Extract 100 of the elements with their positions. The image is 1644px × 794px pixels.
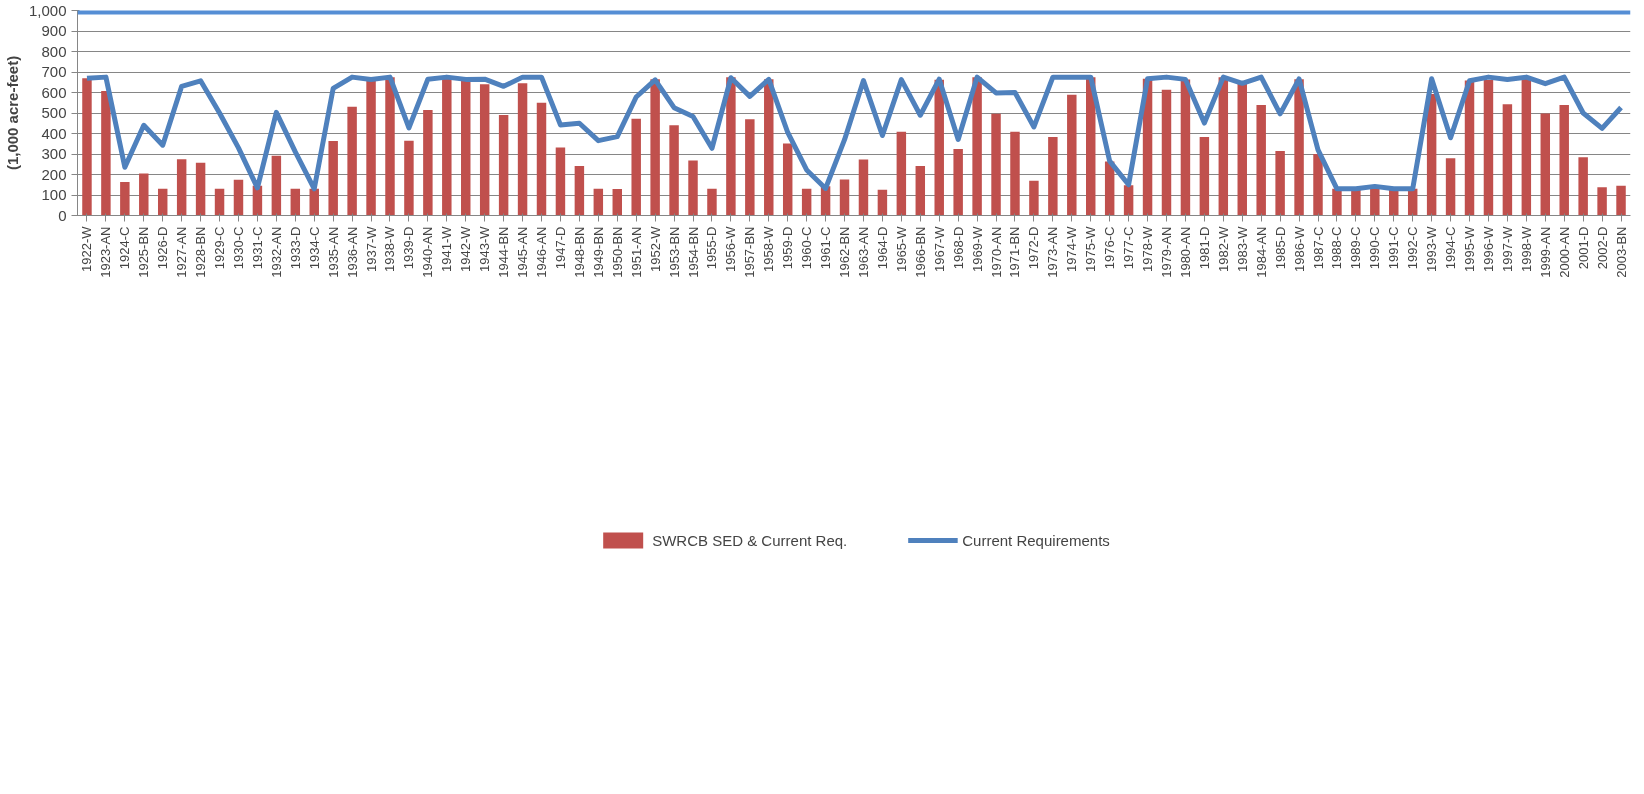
x-tick-label: 1963-AN — [855, 226, 871, 278]
x-tick-label: 1930-C — [230, 226, 246, 270]
x-tick-label: 1944-BN — [496, 226, 512, 278]
bar — [972, 77, 982, 216]
bar — [707, 188, 717, 216]
x-tick-label: 1948-BN — [571, 226, 587, 278]
bar — [120, 182, 130, 216]
bar — [423, 109, 433, 216]
legend-label: SWRCB SED & Current Req. — [652, 531, 848, 549]
x-tick-label: 1991-C — [1386, 226, 1402, 270]
x-tick-label: 1937-W — [363, 225, 379, 273]
x-tick-label: 1954-BN — [685, 226, 701, 278]
x-tick-label: 1959-D — [780, 226, 796, 270]
x-tick-label: 1971-BN — [1007, 226, 1023, 278]
y-tick-label: 500 — [41, 104, 67, 121]
x-tick-label: 1969-W — [969, 225, 985, 273]
bar — [1351, 188, 1361, 216]
bar — [991, 113, 1001, 216]
x-tick-label: 1992-C — [1405, 226, 1421, 270]
x-tick-label: 1979-AN — [1158, 226, 1174, 278]
bar — [1370, 187, 1380, 216]
bar — [347, 106, 357, 216]
bar — [1029, 180, 1039, 216]
y-tick-label: 800 — [41, 42, 67, 60]
bar — [839, 179, 850, 216]
y-tick-label: 300 — [41, 145, 67, 162]
x-tick-label: 1986-W — [1291, 225, 1307, 273]
x-tick-label: 1958-W — [761, 225, 777, 273]
x-tick-label: 1984-AN — [1253, 226, 1269, 278]
bar — [896, 131, 907, 216]
bar — [1294, 79, 1304, 216]
x-tick-label: 2002-D — [1594, 226, 1610, 270]
x-tick-label: 1947-D — [552, 226, 568, 270]
y-tick-label: 200 — [41, 165, 67, 183]
x-tick-label: 1941-W — [439, 225, 455, 273]
x-tick-label: 1928-BN — [193, 226, 209, 278]
bar — [877, 189, 888, 216]
x-tick-label: 1943-W — [477, 225, 493, 273]
x-tick-label: 1931-C — [249, 226, 265, 270]
x-tick-label: 1949-BN — [590, 226, 606, 278]
bar — [82, 78, 92, 216]
x-tick-label: 1926-D — [155, 226, 171, 270]
bar — [726, 77, 736, 216]
x-tick-label: 1987-C — [1310, 226, 1326, 270]
bar — [669, 125, 679, 216]
bar — [1597, 187, 1607, 216]
bar — [934, 79, 944, 216]
bar — [328, 141, 338, 216]
bar — [1199, 136, 1210, 216]
y-tick-label: 100 — [41, 186, 67, 203]
bar — [631, 118, 641, 216]
bar — [574, 165, 585, 216]
x-tick-label: 1923-AN — [98, 226, 114, 278]
bar — [745, 119, 755, 216]
x-tick-label: 1990-C — [1367, 226, 1383, 270]
bar — [1010, 131, 1020, 216]
x-tick-label: 1978-W — [1140, 225, 1156, 273]
x-tick-label: 1974-W — [1064, 225, 1080, 273]
x-tick-label: 1964-D — [874, 226, 890, 270]
bar — [858, 159, 869, 216]
x-tick-label: 1952-W — [647, 225, 663, 273]
x-tick-label: 1972-D — [1026, 226, 1042, 270]
y-tick-label: 900 — [41, 22, 67, 39]
x-tick-label: 1933-D — [287, 226, 303, 270]
x-tick-label: 1934-C — [306, 226, 322, 270]
x-tick-label: 1998-W — [1518, 225, 1534, 273]
bar — [1067, 94, 1077, 216]
x-tick-label: 1995-W — [1462, 225, 1478, 273]
x-tick-label: 1932-AN — [268, 226, 284, 278]
x-tick-label: 1953-BN — [666, 226, 682, 278]
legend-label: Current Requirements — [962, 531, 1110, 549]
bar — [1256, 105, 1266, 216]
bar — [650, 79, 660, 216]
x-tick-label: 1938-W — [382, 225, 398, 273]
x-tick-label: 1999-AN — [1537, 226, 1553, 278]
bar — [953, 148, 963, 216]
x-tick-label: 1973-AN — [1045, 226, 1061, 278]
x-tick-label: 1924-C — [117, 226, 133, 270]
bar — [385, 77, 395, 216]
bar — [271, 155, 282, 216]
x-tick-label: 1955-D — [704, 226, 720, 270]
x-tick-label: 1968-D — [950, 226, 966, 270]
x-tick-label: 1939-D — [401, 226, 417, 270]
x-tick-label: 1970-AN — [988, 226, 1004, 278]
bar — [366, 80, 376, 216]
x-tick-label: 1988-C — [1329, 226, 1345, 270]
x-tick-label: 1925-BN — [136, 226, 152, 278]
bar — [764, 79, 774, 216]
x-tick-label: 1956-W — [723, 225, 739, 273]
x-tick-label: 1967-W — [931, 225, 947, 273]
bar — [1180, 79, 1191, 216]
x-tick-label: 1989-C — [1348, 226, 1364, 270]
x-tick-label: 1922-W — [79, 225, 95, 273]
x-tick-label: 1946-AN — [534, 226, 550, 278]
bar — [1445, 158, 1456, 216]
y-tick-label: 0 — [58, 206, 67, 224]
bar — [801, 188, 812, 216]
x-tick-label: 1993-W — [1424, 225, 1440, 273]
x-tick-label: 1966-BN — [912, 226, 928, 278]
x-tick-label: 1945-AN — [515, 226, 531, 278]
